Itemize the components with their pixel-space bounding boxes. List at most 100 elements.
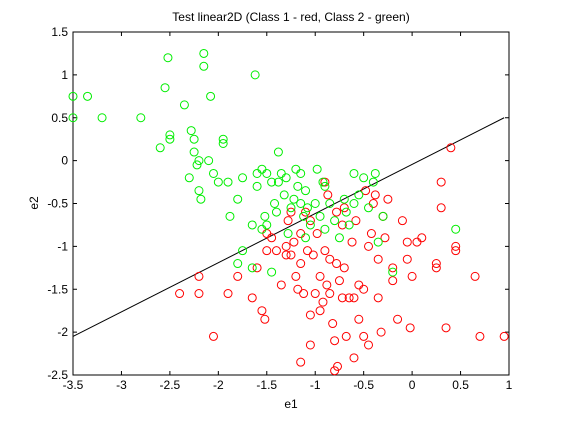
class-1-point (194, 289, 204, 299)
class-1-point (283, 216, 293, 226)
chart-title: Test linear2D (Class 1 - red, Class 2 - … (172, 10, 409, 24)
class-2-point (163, 53, 173, 63)
class-2-point (349, 168, 359, 178)
class-1-point (354, 314, 364, 324)
class-1-point (393, 314, 403, 324)
class-2-point (83, 91, 93, 101)
class-1-point (364, 241, 374, 251)
class-2-point (325, 199, 335, 208)
class-2-point (97, 113, 107, 123)
class-1-point (293, 284, 303, 294)
class-2-point (260, 211, 270, 221)
x-tick-label: -1 (310, 378, 321, 392)
class-2-point (136, 113, 146, 123)
class-1-point (431, 263, 441, 273)
class-2-point (247, 263, 257, 273)
class-2-point (196, 194, 206, 204)
class-2-point (184, 173, 194, 183)
class-2-point (267, 177, 277, 187)
class-2-point (194, 186, 204, 196)
class-2-point (262, 220, 272, 230)
y-tick-label: 0.5 (51, 111, 68, 125)
class-1-point (349, 293, 359, 303)
class-2-point (370, 168, 380, 178)
class-1-point (376, 327, 386, 337)
class-2-point (186, 126, 196, 136)
class-1-point (470, 271, 480, 281)
class-2-point (296, 168, 306, 178)
x-axis-label: e1 (284, 397, 298, 411)
class-1-point (436, 177, 446, 187)
class-2-point (364, 203, 374, 213)
class-1-point (247, 293, 257, 303)
class-1-point (337, 293, 347, 303)
class-2-point (320, 181, 330, 191)
class-2-point (199, 48, 209, 58)
x-tick-label: -0.5 (353, 378, 374, 392)
x-tick-label: -3.5 (63, 378, 84, 392)
class-1-point (302, 246, 312, 256)
class-1-point (364, 340, 374, 350)
class-1-point (334, 276, 344, 286)
class-2-point (218, 134, 228, 144)
decision-boundary-layer (72, 117, 505, 337)
class-2-point (247, 220, 257, 230)
class-1-point (475, 331, 485, 341)
class-1-point (405, 323, 415, 333)
class-1-point (370, 190, 380, 200)
class-1-point (299, 289, 309, 299)
class-1-point (289, 237, 299, 247)
class-2-point (283, 229, 293, 239)
class-2-point (179, 100, 189, 110)
class-2-point (359, 173, 369, 183)
class-1-point (315, 271, 325, 281)
class-2-point (349, 199, 359, 208)
class-1-point (344, 293, 354, 303)
x-tick-label: -2.5 (160, 378, 181, 392)
class-2-point (368, 177, 378, 187)
class-1-point (286, 250, 296, 260)
class-2-point (206, 91, 216, 101)
class-1-point (359, 331, 369, 341)
y-tick-label: 1 (61, 68, 68, 82)
class-2-point (305, 220, 315, 230)
class-1-point (223, 289, 233, 299)
class-2-point (273, 147, 283, 157)
class-1-point (312, 229, 322, 239)
class-2-point (299, 211, 309, 221)
class-1-point (320, 246, 330, 256)
class-1-point (276, 280, 286, 290)
class-2-point (286, 203, 296, 213)
class-1-point (296, 259, 306, 269)
class-1-point (388, 263, 398, 273)
class-2-point (165, 134, 175, 144)
class-2-point (68, 91, 78, 101)
class-1-point (397, 216, 407, 226)
x-tick-label: -1.5 (256, 378, 277, 392)
class-1-point (451, 241, 461, 251)
class-1-point (373, 293, 383, 303)
class-1-point (339, 263, 349, 273)
class-1-point (252, 263, 262, 273)
class-2-point (155, 143, 165, 153)
class-2-point (189, 147, 199, 157)
class-2-point (451, 224, 461, 234)
class-1-point (305, 216, 315, 226)
class-2-point (233, 259, 243, 269)
class-1-point (281, 250, 291, 260)
class-1-point (233, 271, 243, 281)
class-2-point (281, 173, 291, 183)
class-2-point (225, 211, 235, 221)
class-1-point (308, 250, 318, 260)
class-1-point (296, 357, 306, 367)
class-2-point (262, 168, 272, 178)
y-tick-label: -1.5 (47, 282, 68, 296)
class-1-point (267, 233, 277, 243)
y-tick-label: -2.5 (47, 368, 68, 382)
class-2-point (213, 177, 223, 187)
class-1-point (322, 280, 332, 290)
class-1-point (383, 194, 393, 204)
class-2-point (208, 168, 218, 178)
